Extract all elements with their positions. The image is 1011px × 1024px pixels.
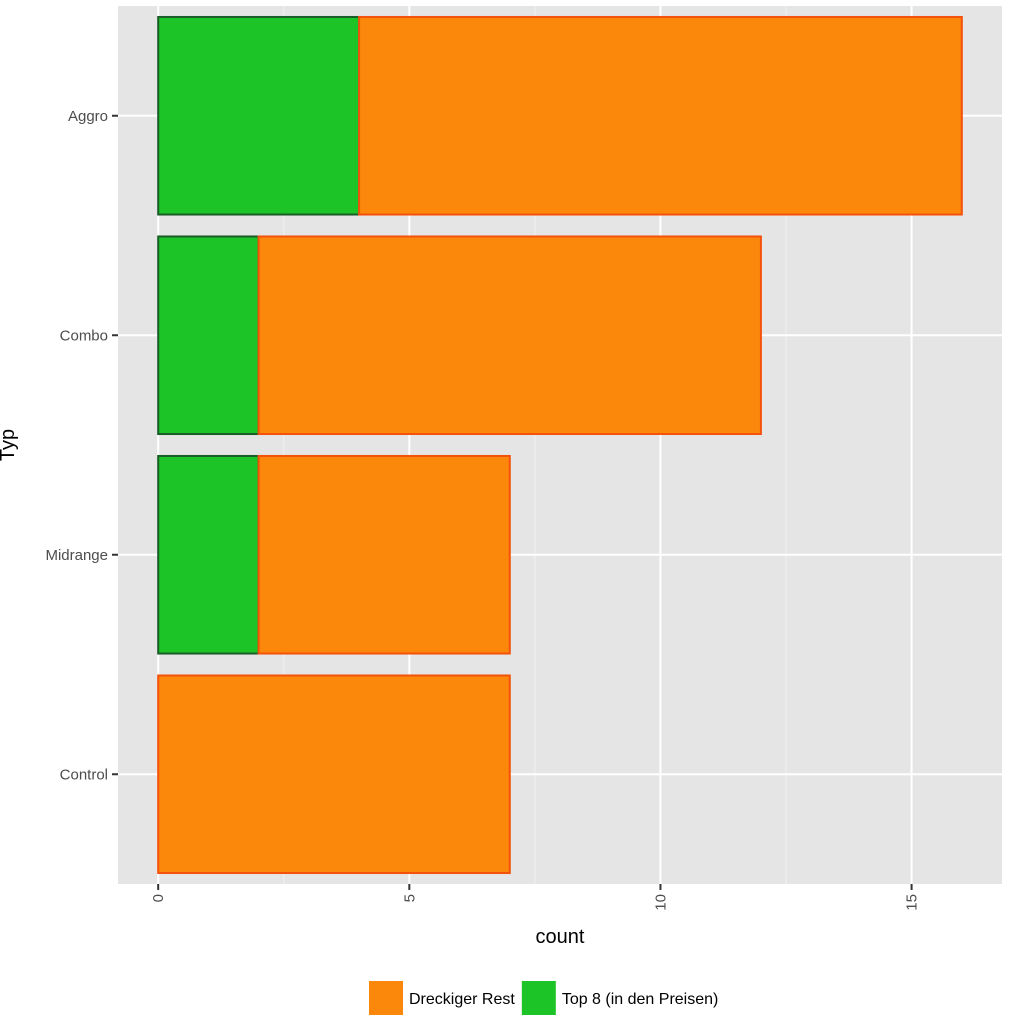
bar-aggro-series-1 bbox=[358, 15, 963, 216]
legend-swatch bbox=[521, 981, 556, 1015]
y-tick-label: Midrange bbox=[45, 547, 108, 564]
legend-label: Dreckiger Rest bbox=[409, 991, 515, 1008]
bar-control-series-1 bbox=[157, 674, 511, 875]
legend-swatch bbox=[369, 981, 403, 1015]
x-tick-label: 15 bbox=[904, 894, 921, 911]
bars bbox=[157, 15, 963, 875]
bar-combo-series-1 bbox=[257, 235, 762, 436]
y-tick-label: Aggro bbox=[68, 108, 108, 125]
bar-combo-series-0 bbox=[157, 235, 260, 436]
bar-midrange-series-1 bbox=[257, 454, 511, 655]
bar-midrange-series-0 bbox=[157, 454, 260, 655]
legend: Dreckiger Rest Top 8 (in den Preisen) bbox=[369, 981, 718, 1015]
x-tick-label: 5 bbox=[401, 894, 418, 902]
bar-aggro-series-0 bbox=[157, 15, 361, 216]
y-axis-title: Typ bbox=[0, 429, 19, 461]
y-tick-label: Control bbox=[60, 766, 108, 783]
legend-label: Top 8 (in den Preisen) bbox=[562, 991, 719, 1008]
x-tick-label: 0 bbox=[150, 894, 167, 902]
x-axis-title: count bbox=[536, 926, 585, 948]
y-tick-label: Combo bbox=[60, 327, 108, 344]
x-tick-label: 10 bbox=[652, 894, 669, 911]
x-axis: 0 5 10 15 bbox=[150, 884, 921, 911]
y-axis: Aggro Combo Midrange Control bbox=[45, 108, 118, 783]
